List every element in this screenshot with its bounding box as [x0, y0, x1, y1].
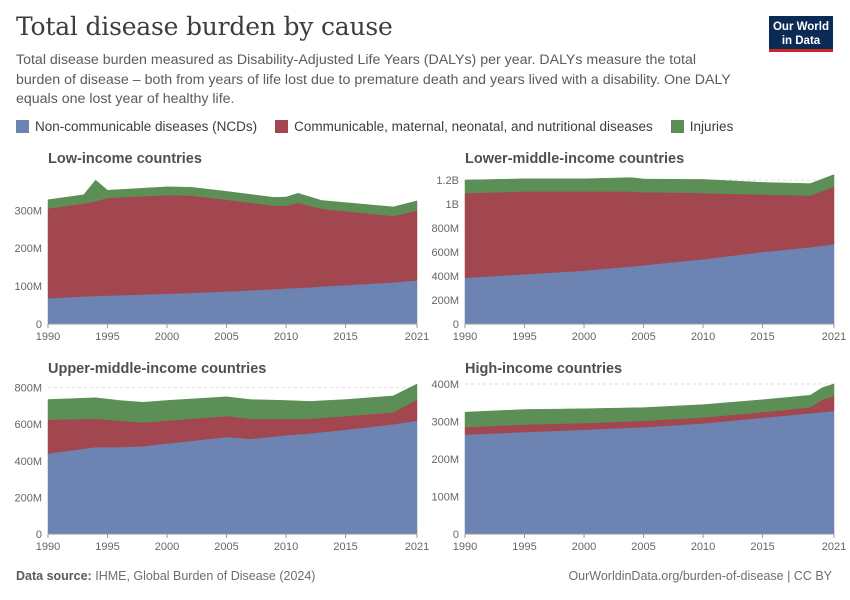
x-tick-label: 2021 [405, 541, 429, 553]
panel-title: High-income countries [465, 361, 622, 377]
y-tick-label: 100M [14, 281, 42, 293]
x-tick-label: 1990 [453, 541, 477, 553]
panel-title: Lower-middle-income countries [465, 151, 684, 167]
y-tick-label: 0 [453, 319, 459, 331]
legend-item-communicable[interactable]: Communicable, maternal, neonatal, and nu… [275, 119, 653, 134]
legend-item-injuries[interactable]: Injuries [670, 119, 734, 134]
panel-lower-middle-income-countries: Lower-middle-income countries 0 200M 400M 60… [431, 151, 846, 343]
y-tick-label: 800M [14, 383, 42, 395]
y-tick-label: 600M [14, 419, 42, 431]
legend-item-ncd[interactable]: Non-communicable diseases (NCDs) [16, 119, 257, 134]
x-tick-label: 2005 [631, 331, 655, 343]
data-source: Data source: IHME, Global Burden of Dise… [16, 569, 315, 583]
x-tick-label: 2000 [155, 331, 179, 343]
area-injuries [47, 383, 418, 423]
x-tick-label: 1995 [512, 331, 536, 343]
x-tick-label: 2000 [572, 331, 596, 343]
x-tick-label: 1995 [95, 541, 119, 553]
y-tick-label: 200M [14, 492, 42, 504]
x-tick-label: 2005 [214, 541, 238, 553]
panel-low-income-countries: Low-income countries 0 100M 200M 300M 1990 199… [14, 151, 429, 343]
x-tick-label: 2010 [274, 541, 298, 553]
x-tick-label: 2010 [691, 331, 715, 343]
area-injuries [464, 174, 835, 196]
x-tick-label: 2015 [333, 331, 357, 343]
y-tick-label: 1B [446, 199, 459, 211]
logo-line-2: in Data [781, 35, 821, 47]
x-tick-label: 2005 [214, 331, 238, 343]
x-tick-label: 2015 [750, 331, 774, 343]
x-tick-label: 1990 [36, 541, 60, 553]
x-tick-label: 2010 [691, 541, 715, 553]
x-tick-label: 2021 [822, 331, 846, 343]
y-tick-label: 400M [14, 456, 42, 468]
x-tick-label: 2021 [822, 541, 846, 553]
area-injuries [47, 179, 418, 217]
y-tick-label: 400M [431, 271, 459, 283]
x-tick-label: 2000 [155, 541, 179, 553]
panel-upper-middle-income-countries: Upper-middle-income countries 0 200M 400M 60… [14, 361, 429, 553]
source-url[interactable]: OurWorldinData.org/burden-of-disease | C… [568, 569, 832, 583]
x-tick-label: 2015 [750, 541, 774, 553]
legend: Non-communicable diseases (NCDs) Communi… [16, 119, 751, 134]
y-tick-label: 600M [431, 247, 459, 259]
panel-title: Upper-middle-income countries [48, 361, 266, 377]
legend-swatch-injuries [670, 120, 684, 133]
y-tick-label: 0 [36, 529, 42, 541]
x-tick-label: 2000 [572, 541, 596, 553]
x-tick-label: 1995 [512, 541, 536, 553]
owid-logo[interactable]: Our World in Data [769, 16, 833, 52]
legend-swatch-communicable [275, 120, 289, 133]
legend-swatch-ncd [16, 120, 29, 133]
legend-label-injuries: Injuries [689, 119, 734, 134]
x-tick-label: 2010 [274, 331, 298, 343]
y-tick-label: 200M [14, 243, 42, 255]
x-tick-label: 2005 [631, 541, 655, 553]
y-tick-label: 0 [36, 319, 42, 331]
y-tick-label: 800M [431, 223, 459, 235]
y-tick-label: 300M [431, 417, 459, 429]
y-tick-label: 300M [14, 205, 42, 217]
x-tick-label: 1995 [95, 331, 119, 343]
chart-title: Total disease burden by cause [16, 12, 393, 41]
x-tick-label: 2015 [333, 541, 357, 553]
y-tick-label: 400M [431, 379, 459, 391]
y-tick-label: 100M [431, 492, 459, 504]
logo-line-1: Our World [772, 21, 829, 33]
x-tick-label: 1990 [36, 331, 60, 343]
panel-high-income-countries: High-income countries 0 100M 200M 300M 400M 19… [431, 361, 846, 553]
x-tick-label: 1990 [453, 331, 477, 343]
y-tick-label: 0 [453, 529, 459, 541]
data-source-text[interactable]: IHME, Global Burden of Disease (2024) [95, 569, 316, 583]
area-injuries [464, 383, 835, 428]
legend-label-communicable: Communicable, maternal, neonatal, and nu… [294, 119, 653, 134]
data-source-label: Data source: [16, 569, 92, 583]
chart-subtitle: Total disease burden measured as Disabil… [16, 52, 731, 107]
y-tick-label: 1.2B [436, 175, 459, 187]
y-tick-label: 200M [431, 454, 459, 466]
x-tick-label: 2021 [405, 331, 429, 343]
panel-title: Low-income countries [48, 151, 202, 167]
y-tick-label: 200M [431, 295, 459, 307]
legend-label-ncd: Non-communicable diseases (NCDs) [35, 119, 258, 134]
